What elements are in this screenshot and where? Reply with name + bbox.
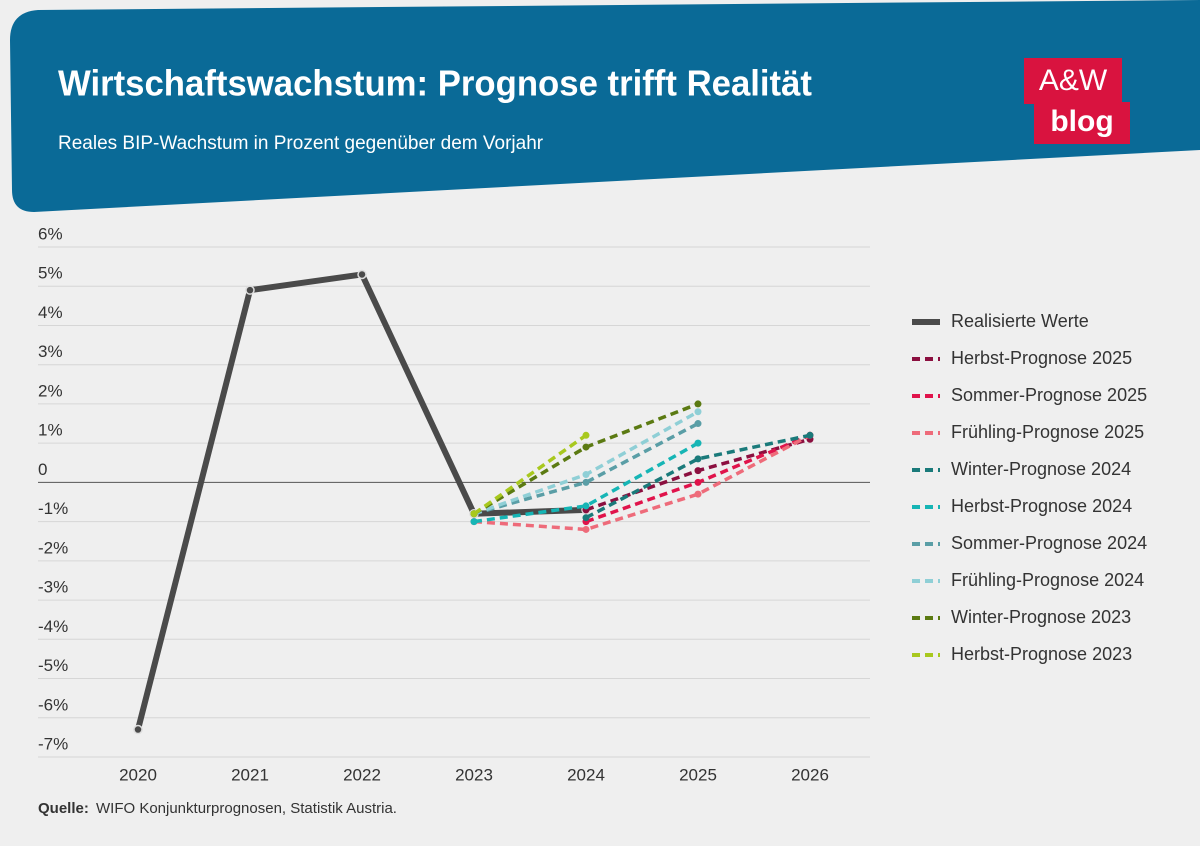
series-line [473, 441, 699, 524]
logo-box [1034, 102, 1130, 144]
legend-label: Frühling-Prognose 2025 [951, 422, 1144, 442]
x-tick-label: 2021 [231, 765, 269, 784]
data-point [582, 443, 590, 451]
y-tick-label: 0 [38, 460, 47, 479]
logo-box [1024, 58, 1122, 104]
y-tick-label: 2% [38, 381, 63, 400]
header-band [10, 0, 1200, 212]
series-line [585, 433, 811, 520]
x-tick-label: 2025 [679, 765, 717, 784]
data-point [582, 471, 590, 479]
data-point [694, 455, 702, 463]
source-label: Quelle: [38, 800, 89, 817]
legend-label: Sommer-Prognose 2024 [951, 533, 1147, 553]
series-line [473, 433, 811, 532]
data-point [694, 467, 702, 475]
legend-label: Herbst-Prognose 2023 [951, 644, 1132, 664]
data-point [582, 514, 590, 522]
x-tick-label: 2024 [567, 765, 605, 784]
data-point [694, 400, 702, 408]
y-tick-label: -3% [38, 578, 68, 597]
legend-label: Winter-Prognose 2024 [951, 459, 1131, 479]
series-line [472, 433, 588, 516]
y-tick-label: 6% [38, 224, 63, 243]
data-point [694, 478, 702, 486]
data-point [694, 490, 702, 498]
chart-subtitle: Reales BIP-Wachstum in Prozent gegenüber… [58, 133, 544, 154]
x-tick-label: 2022 [343, 765, 381, 784]
data-point [582, 502, 590, 510]
legend-label: Sommer-Prognose 2025 [951, 385, 1147, 405]
data-point [582, 431, 590, 439]
data-point [582, 525, 590, 533]
y-tick-label: -1% [38, 499, 68, 518]
y-tick-label: -5% [38, 656, 68, 675]
x-tick-label: 2023 [455, 765, 493, 784]
x-tick-label: 2026 [791, 765, 829, 784]
data-point [694, 420, 702, 428]
data-point [245, 285, 255, 295]
legend-label: Herbst-Prognose 2024 [951, 496, 1132, 516]
series-line [585, 437, 811, 512]
data-point [470, 518, 478, 526]
series-line [473, 402, 699, 516]
y-tick-label: -6% [38, 695, 68, 714]
data-point [582, 478, 590, 486]
y-tick-label: -7% [38, 734, 68, 753]
x-tick-label: 2020 [119, 765, 157, 784]
data-point [806, 431, 814, 439]
y-tick-label: 1% [38, 421, 63, 440]
data-point [133, 724, 143, 735]
legend-label: Herbst-Prognose 2025 [951, 348, 1132, 368]
y-tick-label: 4% [38, 303, 63, 322]
data-point [694, 408, 702, 416]
data-point [470, 510, 478, 518]
y-tick-label: -4% [38, 617, 68, 636]
legend-label: Realisierte Werte [951, 311, 1089, 331]
y-tick-label: 5% [38, 264, 63, 283]
logo-text: blog [1050, 105, 1113, 138]
legend-label: Frühling-Prognose 2024 [951, 570, 1144, 590]
series-line [473, 421, 699, 516]
source-text: WIFO Konjunkturprognosen, Statistik Aust… [96, 800, 397, 817]
legend-label: Winter-Prognose 2023 [951, 607, 1131, 627]
logo-text: A&W [1039, 64, 1108, 97]
y-tick-label: 3% [38, 342, 63, 361]
y-tick-label: -2% [38, 538, 68, 557]
data-point [694, 439, 702, 447]
chart-title: Wirtschaftswachstum: Prognose trifft Rea… [58, 63, 812, 104]
data-point [357, 269, 367, 280]
